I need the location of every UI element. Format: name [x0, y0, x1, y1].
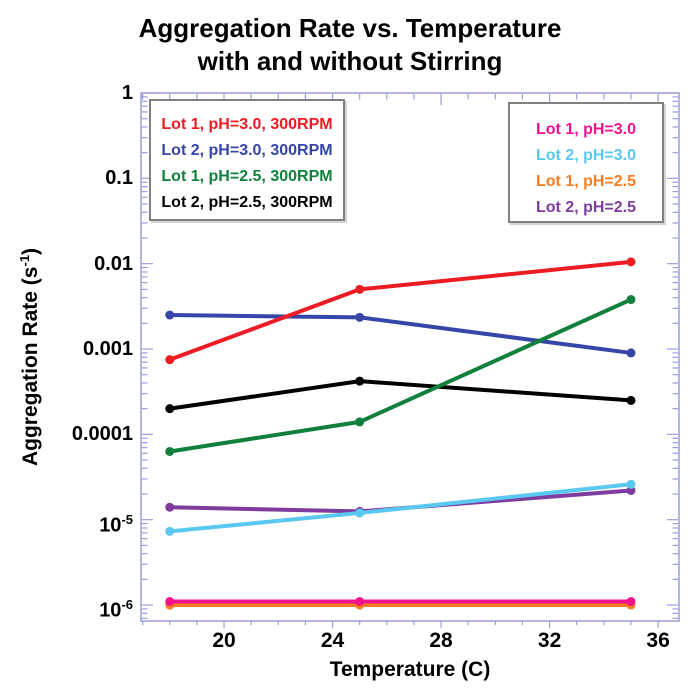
legend-entry-lot1-ph2p5: Lot 1, pH=2.5	[535, 173, 637, 190]
series-marker-lot1-ph3p0	[626, 597, 636, 607]
legend-unstirred: Lot 1, pH=3.0 Lot 2, pH=3.0 Lot 1, pH=2.5 L…	[508, 102, 664, 223]
x-tick-label-36: 36	[646, 629, 670, 652]
series-marker-lot2-ph3p0-300rpm	[355, 312, 365, 322]
legend-entry-lot1-ph3p0: Lot 1, pH=3.0	[535, 121, 637, 138]
chart-title-line1: Aggregation Rate vs. Temperature	[138, 13, 562, 43]
series-marker-lot1-ph2p5-300rpm	[165, 446, 175, 456]
y-tick-label-10e-6: 10-6	[99, 597, 133, 622]
series-marker-lot2-ph2p5	[165, 502, 175, 512]
series-marker-lot1-ph3p0	[355, 597, 365, 607]
y-tick-label-0.001: 0.001	[82, 338, 133, 361]
series-marker-lot2-ph2p5-300rpm	[626, 395, 636, 405]
legend-entry-lot1-ph3p0-300rpm: Lot 1, pH=3.0, 300RPM	[161, 116, 333, 133]
plot-frame	[140, 92, 680, 622]
x-axis-title: Temperature (C)	[329, 658, 491, 681]
series-marker-lot1-ph3p0-300rpm	[165, 355, 175, 365]
series-marker-lot2-ph3p0-300rpm	[626, 348, 636, 358]
series-marker-lot2-ph2p5-300rpm	[165, 404, 175, 414]
x-tick-label-20: 20	[212, 629, 236, 652]
x-tick-label-24: 24	[320, 629, 345, 652]
y-axis-title-superscript: -1	[17, 254, 32, 267]
series-marker-lot2-ph3p0	[165, 526, 175, 536]
series-marker-lot1-ph2p5-300rpm	[626, 295, 636, 305]
legend-stirred: Lot 1, pH=3.0, 300RPM Lot 2, pH=3.0, 300R…	[149, 99, 345, 221]
legend-entry-lot2-ph3p0-300rpm: Lot 2, pH=3.0, 300RPM	[161, 142, 333, 159]
chart-title: Aggregation Rate vs. Temperature with an…	[0, 12, 700, 78]
series-marker-lot2-ph2p5	[626, 485, 636, 495]
series-marker-lot2-ph3p0-300rpm	[165, 310, 175, 320]
x-tick-label-32: 32	[537, 629, 562, 652]
y-tick-label-0.0001: 0.0001	[71, 423, 133, 446]
x-tick-label-28: 28	[429, 629, 453, 652]
series-marker-lot1-ph2p5-300rpm	[355, 417, 365, 427]
y-axis-title-close: )	[19, 247, 42, 255]
y-tick-label-10e-5: 10-5	[99, 511, 133, 537]
series-marker-lot2-ph3p0	[626, 479, 636, 489]
legend-entry-lot1-ph2p5-300rpm: Lot 1, pH=2.5, 300RPM	[161, 168, 333, 185]
y-axis-title-text: Aggregation Rate (s	[19, 266, 42, 467]
legend-entry-lot2-ph2p5: Lot 2, pH=2.5	[535, 199, 637, 216]
y-tick-label-0.01: 0.01	[94, 252, 133, 275]
y-tick-label-1: 1	[121, 82, 133, 104]
series-marker-lot1-ph3p0-300rpm	[355, 284, 365, 294]
legend-entry-lot2-ph3p0: Lot 2, pH=3.0	[535, 147, 637, 164]
series-marker-lot2-ph3p0	[355, 508, 365, 518]
chart-title-line2: with and without Stirring	[197, 46, 503, 76]
legend-entry-lot2-ph2p5-300rpm: Lot 2, pH=2.5, 300RPM	[161, 194, 333, 211]
series-marker-lot1-ph3p0-300rpm	[626, 257, 636, 267]
y-tick-label-0.1: 0.1	[105, 167, 133, 190]
y-axis-title: Aggregation Rate (s-1)	[17, 187, 43, 527]
series-marker-lot2-ph2p5-300rpm	[355, 376, 365, 386]
series-marker-lot1-ph3p0	[165, 597, 175, 607]
